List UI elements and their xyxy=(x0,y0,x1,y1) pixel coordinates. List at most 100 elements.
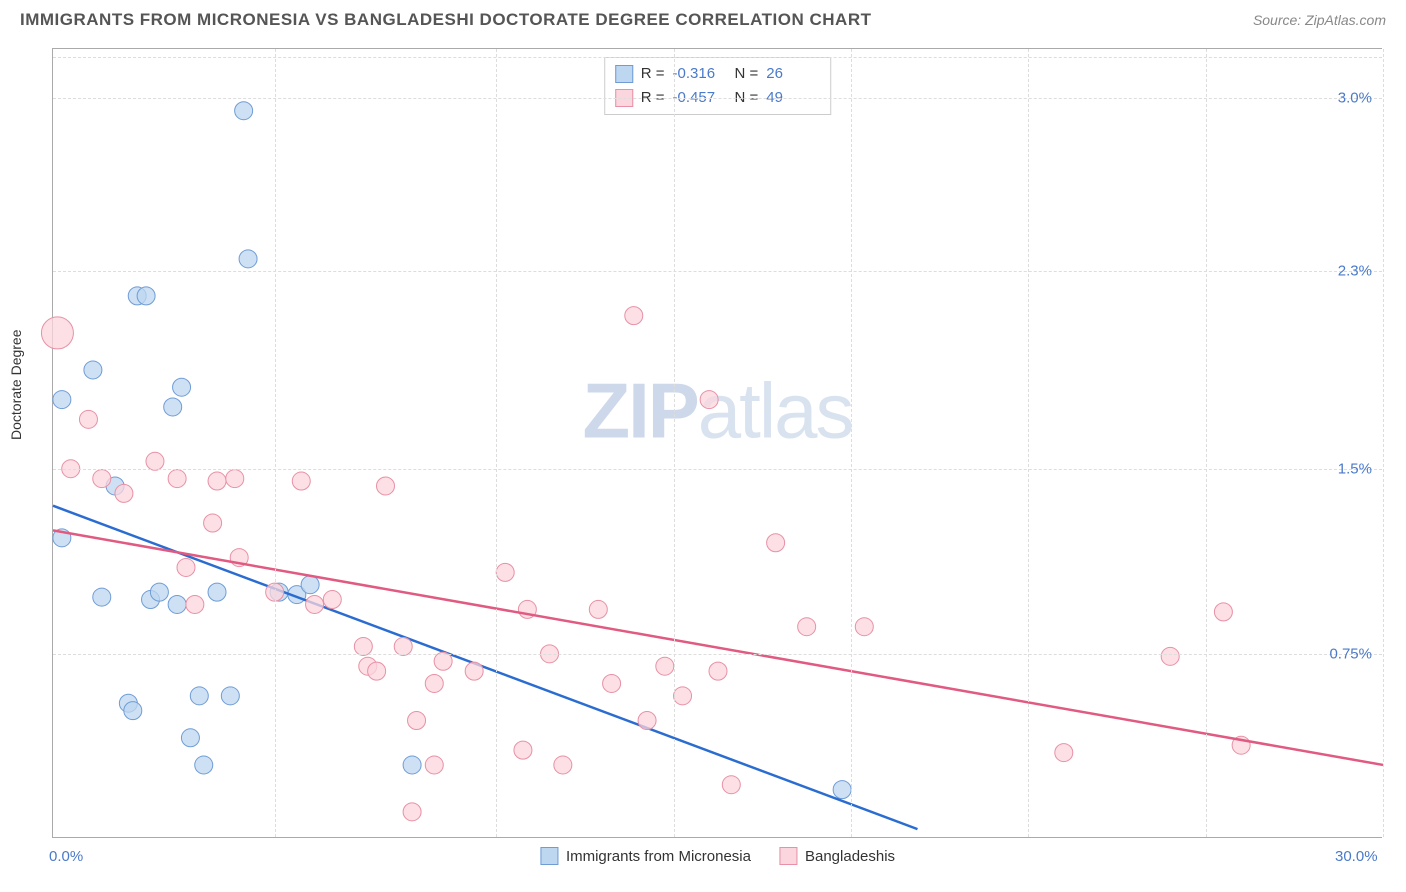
scatter-point xyxy=(124,702,142,720)
gridline-v xyxy=(674,49,675,837)
scatter-point xyxy=(625,307,643,325)
scatter-point xyxy=(767,534,785,552)
stats-legend-row: R = -0.316 N = 26 xyxy=(615,62,821,86)
scatter-point xyxy=(93,470,111,488)
scatter-point xyxy=(204,514,222,532)
gridline-v xyxy=(275,49,276,837)
scatter-svg xyxy=(53,49,1382,837)
legend-swatch xyxy=(779,847,797,865)
scatter-point xyxy=(700,391,718,409)
scatter-point xyxy=(656,657,674,675)
scatter-point xyxy=(93,588,111,606)
legend-swatch xyxy=(615,65,633,83)
stats-legend: R =-0.316N =26R =-0.457N =49 xyxy=(604,57,832,115)
n-label: N = xyxy=(735,62,759,86)
gridline-h xyxy=(53,98,1382,99)
legend-label: Bangladeshis xyxy=(805,848,895,865)
scatter-point xyxy=(425,674,443,692)
scatter-point xyxy=(168,595,186,613)
gridline-v xyxy=(851,49,852,837)
gridline-v xyxy=(496,49,497,837)
scatter-point xyxy=(377,477,395,495)
scatter-point xyxy=(41,317,73,349)
scatter-point xyxy=(301,576,319,594)
scatter-point xyxy=(403,756,421,774)
y-tick-label: 0.75% xyxy=(1329,645,1372,662)
scatter-point xyxy=(235,102,253,120)
scatter-point xyxy=(709,662,727,680)
gridline-h xyxy=(53,271,1382,272)
scatter-point xyxy=(292,472,310,490)
scatter-point xyxy=(168,470,186,488)
r-value: -0.316 xyxy=(673,62,727,86)
series-legend: Immigrants from Micronesia Bangladeshis xyxy=(540,847,895,865)
scatter-point xyxy=(150,583,168,601)
scatter-point xyxy=(186,595,204,613)
scatter-point xyxy=(465,662,483,680)
scatter-point xyxy=(798,618,816,636)
scatter-point xyxy=(173,378,191,396)
scatter-point xyxy=(408,712,426,730)
gridline-h xyxy=(53,57,1382,58)
scatter-point xyxy=(1055,744,1073,762)
chart-plot-area: ZIPatlas R =-0.316N =26R =-0.457N =49 Im… xyxy=(52,48,1382,838)
scatter-point xyxy=(589,600,607,618)
legend-item: Bangladeshis xyxy=(779,847,895,865)
scatter-point xyxy=(638,712,656,730)
scatter-point xyxy=(306,595,324,613)
scatter-point xyxy=(208,583,226,601)
scatter-point xyxy=(84,361,102,379)
scatter-point xyxy=(368,662,386,680)
scatter-point xyxy=(221,687,239,705)
scatter-point xyxy=(164,398,182,416)
source-attribution: Source: ZipAtlas.com xyxy=(1253,12,1386,28)
scatter-point xyxy=(554,756,572,774)
x-tick-label: 0.0% xyxy=(49,848,83,865)
scatter-point xyxy=(1214,603,1232,621)
scatter-point xyxy=(208,472,226,490)
scatter-point xyxy=(239,250,257,268)
scatter-point xyxy=(1161,647,1179,665)
scatter-point xyxy=(177,558,195,576)
legend-label: Immigrants from Micronesia xyxy=(566,848,751,865)
y-tick-label: 3.0% xyxy=(1338,90,1372,107)
scatter-point xyxy=(53,391,71,409)
scatter-point xyxy=(434,652,452,670)
scatter-point xyxy=(226,470,244,488)
scatter-point xyxy=(115,484,133,502)
y-tick-label: 2.3% xyxy=(1338,263,1372,280)
scatter-point xyxy=(425,756,443,774)
chart-header: IMMIGRANTS FROM MICRONESIA VS BANGLADESH… xyxy=(0,0,1406,36)
gridline-v xyxy=(1206,49,1207,837)
gridline-h xyxy=(53,654,1382,655)
scatter-point xyxy=(181,729,199,747)
y-tick-label: 1.5% xyxy=(1338,460,1372,477)
scatter-point xyxy=(674,687,692,705)
scatter-point xyxy=(137,287,155,305)
gridline-v xyxy=(1028,49,1029,837)
scatter-point xyxy=(146,452,164,470)
scatter-point xyxy=(403,803,421,821)
scatter-point xyxy=(722,776,740,794)
chart-title: IMMIGRANTS FROM MICRONESIA VS BANGLADESH… xyxy=(20,10,872,30)
scatter-point xyxy=(514,741,532,759)
scatter-point xyxy=(195,756,213,774)
gridline-v xyxy=(1383,49,1384,837)
scatter-point xyxy=(496,563,514,581)
scatter-point xyxy=(79,410,97,428)
r-label: R = xyxy=(641,62,665,86)
y-axis-label: Doctorate Degree xyxy=(8,329,24,440)
scatter-point xyxy=(833,781,851,799)
scatter-point xyxy=(394,637,412,655)
regression-line xyxy=(53,530,1383,765)
scatter-point xyxy=(354,637,372,655)
legend-swatch xyxy=(540,847,558,865)
x-tick-label: 30.0% xyxy=(1335,848,1378,865)
scatter-point xyxy=(603,674,621,692)
legend-item: Immigrants from Micronesia xyxy=(540,847,751,865)
scatter-point xyxy=(323,591,341,609)
scatter-point xyxy=(190,687,208,705)
gridline-h xyxy=(53,469,1382,470)
scatter-point xyxy=(855,618,873,636)
n-value: 26 xyxy=(766,62,820,86)
